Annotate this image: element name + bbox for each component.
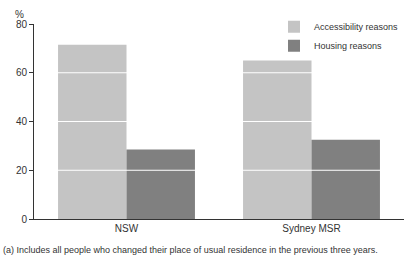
svg-text:80: 80	[16, 19, 28, 30]
svg-text:%: %	[15, 9, 24, 20]
svg-text:Sydney MSR: Sydney MSR	[282, 223, 340, 234]
svg-text:60: 60	[16, 67, 28, 78]
svg-text:20: 20	[16, 165, 28, 176]
svg-text:(a) Includes all people who ch: (a) Includes all people who changed thei…	[3, 245, 378, 255]
svg-text:Housing reasons: Housing reasons	[314, 41, 382, 51]
svg-text:Accessibility reasons: Accessibility reasons	[314, 22, 398, 32]
svg-text:0: 0	[21, 214, 27, 225]
svg-text:40: 40	[16, 116, 28, 127]
svg-text:NSW: NSW	[115, 223, 139, 234]
